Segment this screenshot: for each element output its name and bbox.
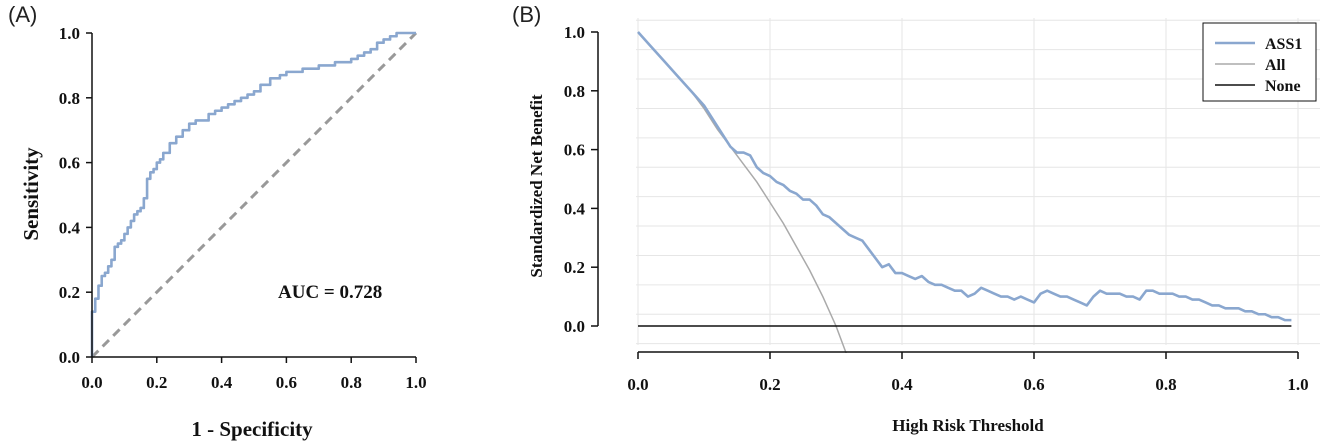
roc-x-tick-label: 0.2 — [146, 373, 167, 392]
legend-label-none: None — [1265, 78, 1301, 95]
dca-y-tick-label: 0.4 — [564, 199, 586, 218]
dca-x-tick-label: 0.4 — [891, 375, 913, 394]
roc-curve — [90, 31, 416, 357]
dca-y-axis-title: Standardized Net Benefit — [527, 94, 546, 278]
decision-curve-chart: 0.0 0.2 0.4 0.6 0.8 1.0 0.0 0.2 0.4 0.6 0.8 1.0 Hig… — [527, 18, 1320, 435]
legend-box — [1202, 22, 1317, 102]
roc-y-tick-label: 0.4 — [59, 218, 81, 237]
roc-x-tick-label: 0.0 — [81, 373, 102, 392]
roc-y-axis-title: Sensitivity — [19, 147, 43, 241]
roc-x-tick-label: 0.6 — [276, 373, 297, 392]
roc-y-tick-label: 0.2 — [59, 283, 80, 302]
dca-x-tick-label: 0.2 — [759, 375, 780, 394]
roc-y-tick-label: 0.6 — [59, 154, 80, 173]
dca-y-tick-label: 0.8 — [564, 82, 585, 101]
dca-y-tick-label: 1.0 — [564, 23, 585, 42]
dca-line-ass1 — [637, 31, 1292, 322]
roc-x-tick-label: 1.0 — [405, 373, 426, 392]
auc-annotation: AUC = 0.728 — [278, 282, 382, 303]
roc-x-tick-label: 0.8 — [341, 373, 362, 392]
roc-y-tick-label: 0.8 — [59, 89, 80, 108]
panel-label-a: (A) — [8, 2, 37, 27]
dca-x-tick-label: 0.0 — [627, 375, 648, 394]
legend: ASS1 All None — [1202, 22, 1317, 102]
dca-x-tick-label: 0.6 — [1023, 375, 1044, 394]
roc-x-tick-label: 0.4 — [211, 373, 233, 392]
roc-x-axis-title: 1 - Specificity — [191, 417, 313, 441]
dca-y-tick-label: 0.2 — [564, 258, 585, 277]
dca-y-tick-label: 0.6 — [564, 141, 585, 160]
legend-label-all: All — [1265, 57, 1286, 74]
dca-x-tick-label: 1.0 — [1287, 375, 1308, 394]
legend-label-ass1: ASS1 — [1265, 36, 1302, 53]
dca-x-tick-label: 0.8 — [1155, 375, 1176, 394]
dca-y-tick-label: 0.0 — [564, 317, 585, 336]
dca-x-axis-title: High Risk Threshold — [892, 416, 1044, 435]
roc-reference-line — [90, 31, 418, 359]
panel-label-b: (B) — [512, 2, 541, 27]
roc-y-tick-label: 1.0 — [59, 24, 80, 43]
roc-y-tick-label: 0.0 — [59, 348, 80, 367]
roc-chart: 0.0 0.2 0.4 0.6 0.8 1.0 0.0 0.2 0.4 0.6 0.8 1.0 1 -… — [19, 24, 427, 441]
